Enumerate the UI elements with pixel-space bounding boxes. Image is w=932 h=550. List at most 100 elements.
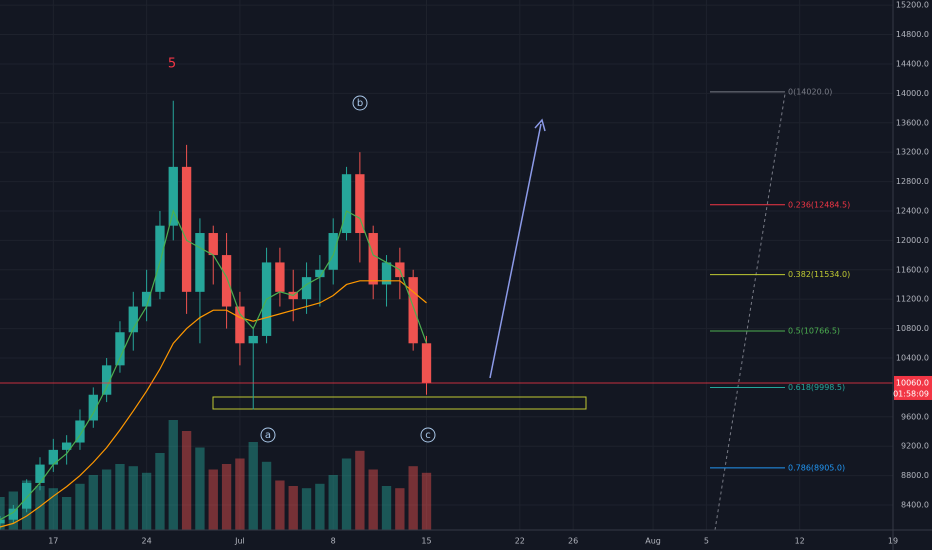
candle-body <box>195 233 205 292</box>
candle-body <box>275 262 285 292</box>
candle-body <box>181 166 192 292</box>
y-tick-label: 10800.0 <box>896 324 929 333</box>
volume-bar <box>315 483 325 530</box>
y-tick-label: 10400.0 <box>896 353 929 362</box>
fib-label: 0(14020.0) <box>788 87 832 96</box>
y-tick-label: 12000.0 <box>896 236 929 245</box>
candle-body <box>48 449 58 465</box>
volume-bar <box>261 461 272 530</box>
y-tick-label: 8400.0 <box>901 501 929 510</box>
fib-label: 0.786(8905.0) <box>788 463 845 472</box>
fib-label: 0.382(11534.0) <box>788 270 850 279</box>
wave-label: 5 <box>168 57 176 72</box>
candle-body <box>208 233 218 256</box>
candle-body <box>235 306 245 344</box>
volume-bar <box>115 464 125 530</box>
volume-bar <box>48 488 58 530</box>
x-tick-label: 5 <box>704 537 709 546</box>
candle-body <box>368 233 378 285</box>
y-tick-label: 8800.0 <box>901 471 929 480</box>
candle-body <box>421 343 432 383</box>
volume-bar <box>195 447 205 530</box>
candle-body <box>88 394 98 421</box>
y-tick-label: 11200.0 <box>896 295 929 304</box>
volume-bar <box>181 431 192 530</box>
candle-body <box>328 233 338 270</box>
volume-bar <box>341 458 352 530</box>
moving-average <box>0 209 428 521</box>
support-zone <box>212 396 587 410</box>
candle-body <box>141 291 152 307</box>
volume-bar <box>328 475 338 530</box>
wave-circle <box>260 427 276 443</box>
y-tick-label: 13200.0 <box>896 148 929 157</box>
y-tick-label: 14800.0 <box>896 30 929 39</box>
wave-label: c <box>425 430 431 441</box>
volume-bar <box>155 453 165 530</box>
volume-bar <box>128 466 138 530</box>
volume-bar <box>235 458 245 530</box>
candle-body <box>168 166 178 226</box>
volume-bar <box>208 469 218 530</box>
wave-circle <box>420 427 436 443</box>
x-tick-label: 17 <box>48 537 58 546</box>
volume-bar <box>421 472 432 530</box>
y-tick-label: 15200.0 <box>896 1 929 10</box>
fib-label: 0.618(9998.5) <box>788 383 845 392</box>
x-tick-label: 12 <box>795 537 805 546</box>
candle-body <box>221 255 232 307</box>
volume-bar <box>88 475 98 530</box>
x-tick-label: Aug <box>645 537 661 546</box>
candle-body <box>21 482 32 509</box>
candle-body <box>61 442 72 450</box>
fib-trend-line <box>714 93 786 531</box>
x-tick-label: 26 <box>568 537 578 546</box>
volume-bar <box>395 488 405 530</box>
candle-body <box>75 420 85 443</box>
volume-bar <box>355 450 365 530</box>
x-tick-label: 15 <box>421 537 431 546</box>
candle-body <box>8 508 18 520</box>
time-axis <box>0 530 893 550</box>
volume-bar <box>301 488 312 530</box>
candle-body <box>355 174 365 234</box>
volume-bar <box>61 497 72 530</box>
candle-body <box>35 464 45 483</box>
volume-bar <box>248 442 258 530</box>
candle-body <box>381 262 392 285</box>
candle-body <box>315 269 325 278</box>
volume-bar <box>368 469 378 530</box>
moving-average <box>0 280 427 528</box>
current-price-label: 10060.0 <box>896 378 929 387</box>
volume-bar <box>408 466 418 530</box>
y-tick-label: 12800.0 <box>896 177 929 186</box>
candle-body <box>0 519 5 524</box>
price-badge <box>894 375 932 400</box>
candle-body <box>341 174 352 234</box>
volume-bar <box>275 480 285 530</box>
fib-label: 0.236(12484.5) <box>788 200 850 209</box>
fib-label: 0.5(10766.5) <box>788 327 840 336</box>
candle-body <box>301 277 312 300</box>
arrow-head <box>534 118 546 132</box>
volume-bar <box>75 483 85 530</box>
volume-bar <box>101 469 112 530</box>
y-tick-label: 9600.0 <box>901 412 929 421</box>
x-tick-label: 22 <box>515 537 525 546</box>
x-tick-label: 19 <box>888 537 898 546</box>
volume-bar <box>35 486 45 530</box>
y-tick-label: 9200.0 <box>901 442 929 451</box>
candle-body <box>115 332 125 366</box>
y-tick-label: 12400.0 <box>896 206 929 215</box>
x-tick-label: 8 <box>331 537 336 546</box>
volume-bar <box>221 464 232 530</box>
candle-body <box>128 306 138 333</box>
y-tick-label: 13600.0 <box>896 118 929 127</box>
y-tick-label: 14000.0 <box>896 89 929 98</box>
volume-bar <box>168 420 178 530</box>
candle-body <box>408 277 418 344</box>
wave-label: a <box>265 430 271 441</box>
volume-bar <box>381 486 392 530</box>
projection-arrow <box>489 123 542 379</box>
